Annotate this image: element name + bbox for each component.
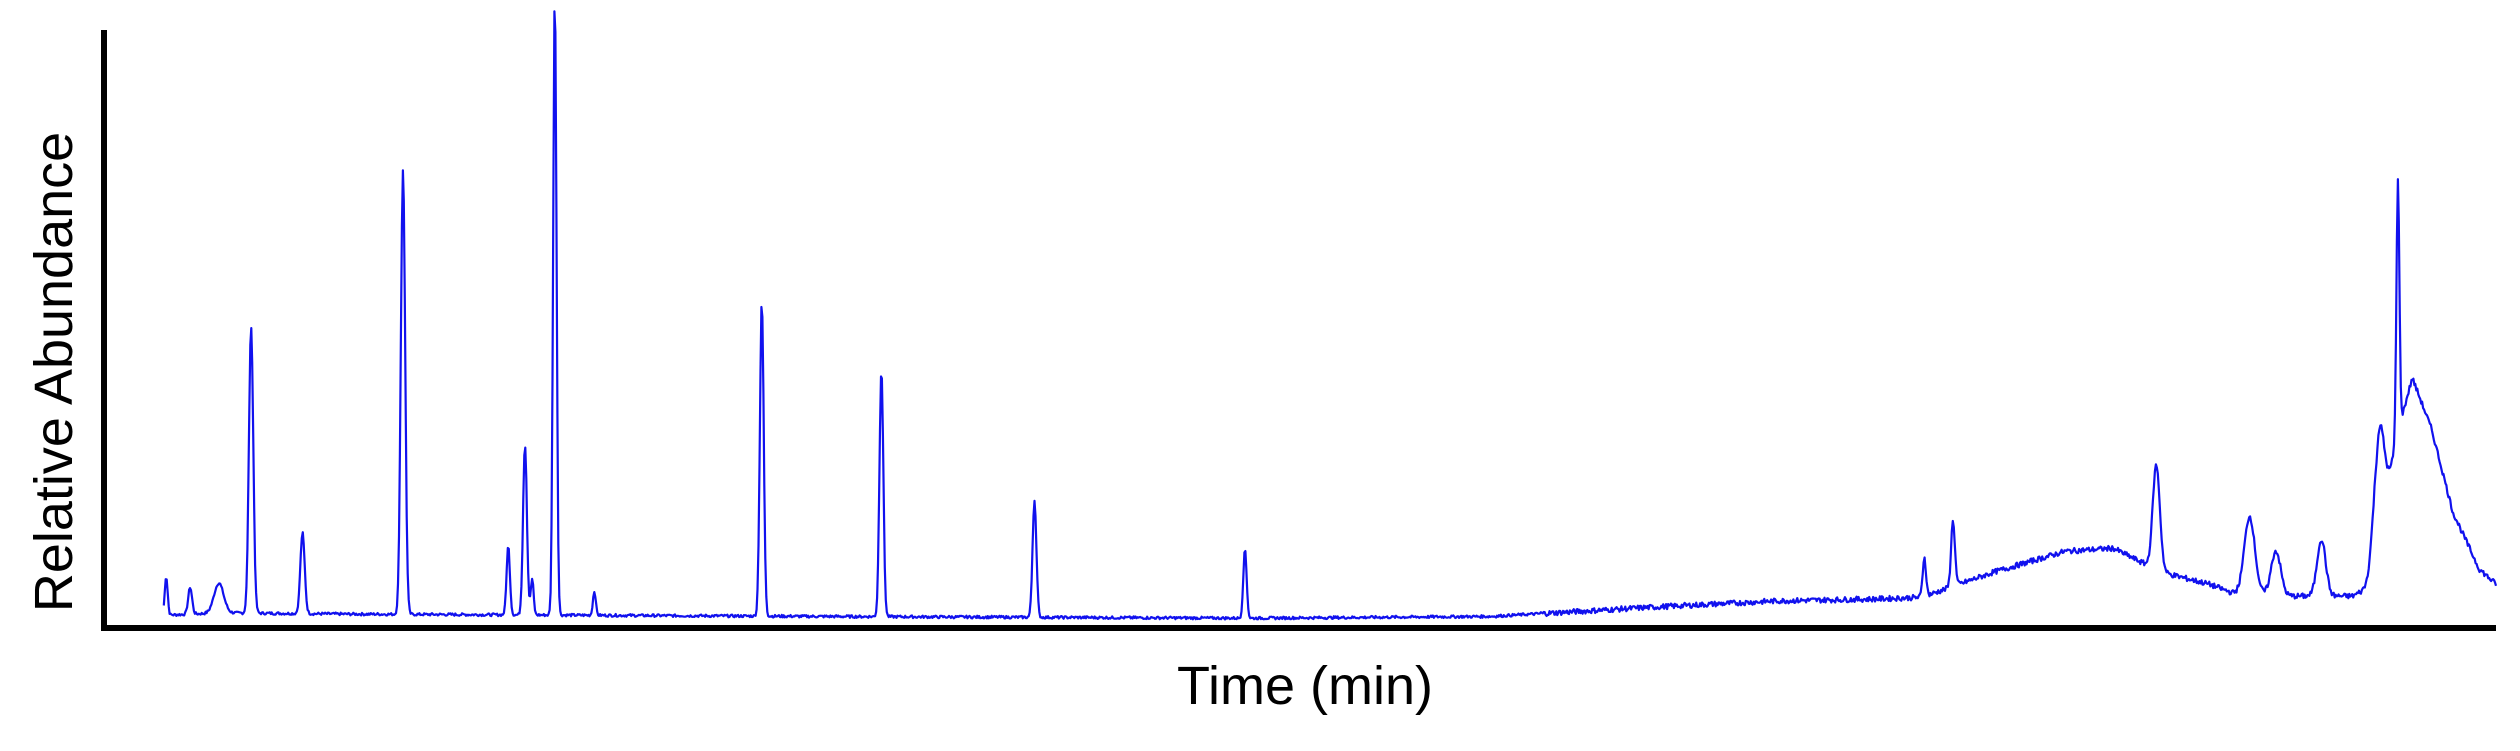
x-axis-label: Time (min)	[1177, 656, 1433, 716]
chromatogram-trace	[162, 10, 2498, 621]
y-axis-label: Relative Abundance	[24, 132, 84, 612]
